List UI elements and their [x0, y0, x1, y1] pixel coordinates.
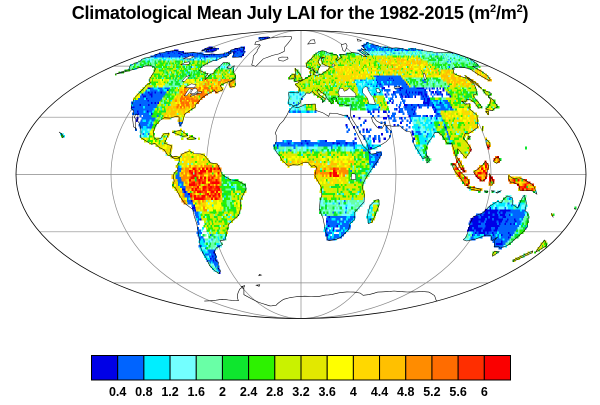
svg-text:5.2: 5.2 — [423, 385, 440, 399]
svg-text:4: 4 — [350, 385, 357, 399]
svg-text:4.8: 4.8 — [397, 385, 414, 399]
svg-text:1.6: 1.6 — [188, 385, 205, 399]
svg-text:2: 2 — [219, 385, 226, 399]
svg-text:3.6: 3.6 — [318, 385, 335, 399]
svg-text:2.4: 2.4 — [240, 385, 257, 399]
svg-text:3.2: 3.2 — [292, 385, 309, 399]
svg-text:2.8: 2.8 — [266, 385, 283, 399]
svg-text:6: 6 — [481, 385, 488, 399]
svg-text:1.2: 1.2 — [161, 385, 178, 399]
svg-text:4.4: 4.4 — [371, 385, 388, 399]
svg-text:0.4: 0.4 — [109, 385, 126, 399]
svg-text:5.6: 5.6 — [449, 385, 466, 399]
svg-text:0.8: 0.8 — [135, 385, 152, 399]
